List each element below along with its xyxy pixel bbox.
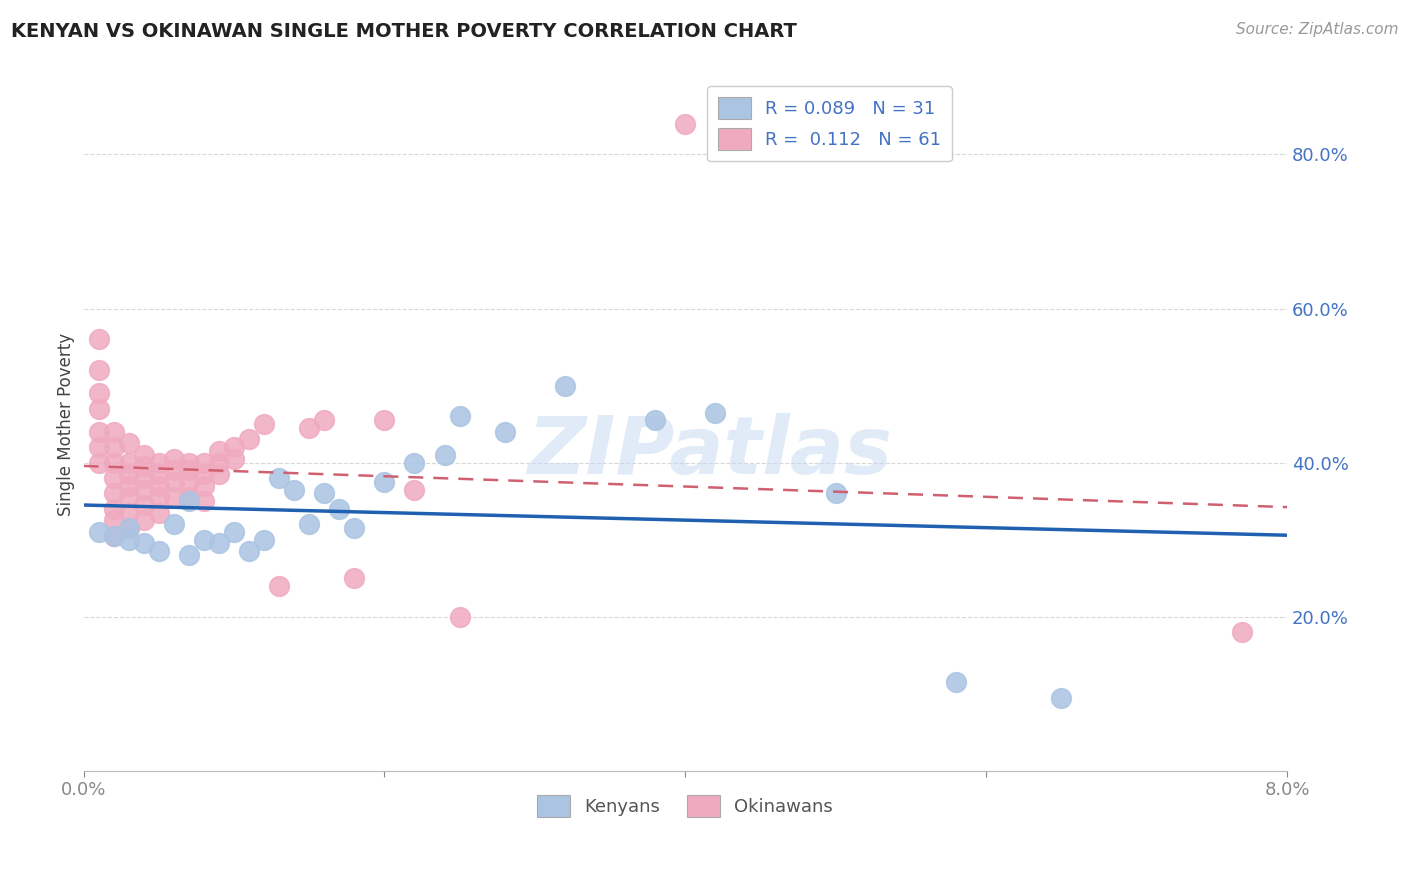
Point [117,521,139,535]
Point [283,483,305,497]
Point [1050,690,1073,705]
Text: Source: ZipAtlas.com: Source: ZipAtlas.com [1236,22,1399,37]
Point [238,433,260,447]
Point [163,451,186,466]
Point [208,467,231,482]
Point [222,451,245,466]
Point [193,467,215,482]
Point [222,524,245,539]
Point [87,332,110,346]
Point [177,475,200,489]
Text: ZIPatlas: ZIPatlas [527,413,891,491]
Point [404,483,426,497]
Point [132,498,155,512]
Point [222,440,245,454]
Point [103,529,125,543]
Text: KENYAN VS OKINAWAN SINGLE MOTHER POVERTY CORRELATION CHART: KENYAN VS OKINAWAN SINGLE MOTHER POVERTY… [11,22,797,41]
Point [132,459,155,474]
Point [148,506,170,520]
Point [163,463,186,477]
Point [193,478,215,492]
Point [117,506,139,520]
Point [117,467,139,482]
Point [177,463,200,477]
Point [117,533,139,547]
Point [132,536,155,550]
Y-axis label: Single Mother Poverty: Single Mother Poverty [58,333,75,516]
Point [103,425,125,439]
Point [87,456,110,470]
Point [314,486,336,500]
Point [148,467,170,482]
Point [103,513,125,527]
Point [298,421,321,435]
Point [163,490,186,504]
Point [117,490,139,504]
Point [554,378,576,392]
Point [253,417,276,431]
Point [148,490,170,504]
Point [449,409,471,424]
Point [163,517,186,532]
Point [193,456,215,470]
Point [103,529,125,543]
Point [103,456,125,470]
Point [132,448,155,462]
Point [328,501,350,516]
Point [373,475,395,489]
Point [1230,625,1253,640]
Point [117,436,139,450]
Point [433,448,456,462]
Point [177,456,200,470]
Point [117,478,139,492]
Point [103,440,125,454]
Point [238,544,260,558]
Point [208,456,231,470]
Point [87,363,110,377]
Legend: Kenyans, Okinawans: Kenyans, Okinawans [530,788,841,824]
Point [298,517,321,532]
Point [103,501,125,516]
Point [163,475,186,489]
Point [269,579,291,593]
Point [494,425,516,439]
Point [177,490,200,504]
Point [704,405,727,419]
Point [87,425,110,439]
Point [644,413,666,427]
Point [673,117,696,131]
Point [87,401,110,416]
Point [343,521,366,535]
Point [87,440,110,454]
Point [824,486,846,500]
Point [208,444,231,458]
Point [103,471,125,485]
Point [373,413,395,427]
Point [132,483,155,497]
Point [253,533,276,547]
Point [945,675,967,690]
Point [449,609,471,624]
Point [269,471,291,485]
Point [117,521,139,535]
Point [177,548,200,562]
Point [193,533,215,547]
Point [148,544,170,558]
Point [132,513,155,527]
Point [148,478,170,492]
Point [404,456,426,470]
Point [343,571,366,585]
Point [87,524,110,539]
Point [177,494,200,508]
Point [193,494,215,508]
Point [148,456,170,470]
Point [103,486,125,500]
Point [117,456,139,470]
Point [314,413,336,427]
Point [132,471,155,485]
Point [87,386,110,401]
Point [208,536,231,550]
